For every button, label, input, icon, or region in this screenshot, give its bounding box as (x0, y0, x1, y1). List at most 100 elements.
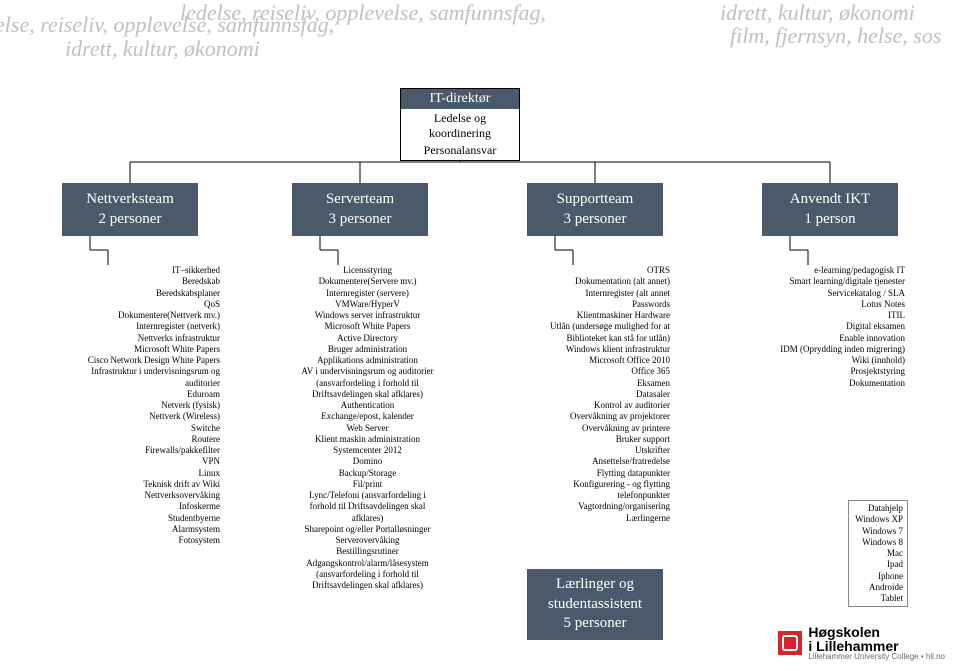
list-item: Linux (60, 468, 220, 479)
team-server-count: 3 personer (296, 209, 424, 229)
list-item: Microsoft Office 2010 (510, 355, 670, 366)
logo-sub: Lillehammer University College • hil.no (808, 653, 945, 661)
devices-list: DatahjelpWindows XPWindows 7Windows 8Mac… (848, 500, 908, 607)
list-item: VMWare/HyperV (270, 299, 465, 310)
list-item: Microsoft White Papers (60, 344, 220, 355)
list-item: Dokumentere(Nettverk mv.) (60, 310, 220, 321)
list-item: (ansvarfordeling i forhold til (270, 569, 465, 580)
list-item: Eduroam (60, 389, 220, 400)
list-item: Alarmsystem (60, 524, 220, 535)
col-server: LicensstyringDokumentere(Servere mv.)Int… (270, 265, 465, 591)
list-item: ITIL (740, 310, 905, 321)
list-item: Exchange/epost, kalender (270, 411, 465, 422)
list-item: Backup/Storage (270, 468, 465, 479)
list-item: Switche (60, 423, 220, 434)
list-item: Sharepoint og/eller Portalløsninger (270, 524, 465, 535)
list-item: Dokumentere(Servere mv.) (270, 276, 465, 287)
director-sub1: Ledelse og koordinering (401, 109, 519, 143)
list-item: Ipad (853, 559, 903, 570)
col-net: IT–sikkerhedBeredskabBeredskabsplanerQoS… (60, 265, 220, 546)
list-item: Lærlingerne (510, 513, 670, 524)
team-net: Nettverksteam 2 personer (62, 183, 198, 236)
learner-count: 5 personer (531, 614, 659, 634)
list-item: (ansvarfordeling i forhold til (270, 378, 465, 389)
list-item: Netverk (fysisk) (60, 400, 220, 411)
team-ikt-count: 1 person (766, 209, 894, 229)
list-item: Enable innovation (740, 333, 905, 344)
list-item: Mac (853, 548, 903, 559)
list-item: Klient maskin administration (270, 434, 465, 445)
list-item: Overvåkning av printere (510, 423, 670, 434)
list-item: Prosjektstyring (740, 366, 905, 377)
team-net-name: Nettverksteam (66, 189, 194, 209)
list-item: Internregister (netverk) (60, 321, 220, 332)
list-item: Web Server (270, 423, 465, 434)
team-support-count: 3 personer (531, 209, 659, 229)
list-item: Serverovervåking (270, 535, 465, 546)
list-item: auditorier (60, 378, 220, 389)
team-support-name: Supportteam (531, 189, 659, 209)
list-item: Studentbyerne (60, 513, 220, 524)
list-item: Bruger administration (270, 344, 465, 355)
list-item: Servicekatalog / SLA (740, 288, 905, 299)
list-item: Firewalls/pakkefilter (60, 445, 220, 456)
logo-icon (778, 631, 802, 655)
bg-text-5: film, fjernsyn, helse, sos (730, 23, 941, 49)
list-item: Adgangskontrol/alarm/låsesystem (270, 558, 465, 569)
list-item: Infoskerme (60, 501, 220, 512)
director-box: IT-direktør Ledelse og koordinering Pers… (400, 88, 520, 161)
learner-line1: Lærlinger og (531, 575, 659, 595)
list-item: Datahjelp (853, 503, 903, 514)
list-item: Windows XP (853, 514, 903, 525)
team-support: Supportteam 3 personer (527, 183, 663, 236)
list-item: Microsoft White Papers (270, 321, 465, 332)
list-item: Biblioteket kan stå for utlån) (510, 333, 670, 344)
list-item: Licensstyring (270, 265, 465, 276)
list-item: OTRS (510, 265, 670, 276)
col-ikt: e-learning/pedagogisk ITSmart learning/d… (740, 265, 905, 389)
list-item: Infrastruktur i undervisningsrum og (60, 366, 220, 377)
list-item: Overvåkning av projektorer (510, 411, 670, 422)
list-item: Datasaler (510, 389, 670, 400)
list-item: Windows 7 (853, 526, 903, 537)
list-item: Internregister (alt annet (510, 288, 670, 299)
list-item: Smart learning/digitale tjenester (740, 276, 905, 287)
list-item: IT–sikkerhed (60, 265, 220, 276)
list-item: Konfigurering - og flytting (510, 479, 670, 490)
list-item: Lync/Telefoni (ansvarfordeling i (270, 490, 465, 501)
list-item: Nettverksovervåking (60, 490, 220, 501)
logo-line2: i Lillehammer (808, 639, 945, 653)
list-item: Flytting datapunkter (510, 468, 670, 479)
bg-text-2: idrett, kultur, økonomi (65, 36, 260, 62)
list-item: Vagtordning/organisering (510, 501, 670, 512)
list-item: Beredskabsplaner (60, 288, 220, 299)
director-title: IT-direktør (401, 89, 519, 109)
list-item: Nettverk (Wireless) (60, 411, 220, 422)
list-item: Beredskab (60, 276, 220, 287)
list-item: Driftsavdelingen skal afklares) (270, 580, 465, 591)
list-item: Ansettelse/fratredelse (510, 456, 670, 467)
list-item: Applikations administration (270, 355, 465, 366)
list-item: Authentication (270, 400, 465, 411)
list-item: Windows klient infrastruktur (510, 344, 670, 355)
list-item: Lotus Notes (740, 299, 905, 310)
list-item: Domino (270, 456, 465, 467)
list-item: Teknisk drift av Wiki (60, 479, 220, 490)
list-item: IDM (Oprydding inden migrering) (740, 344, 905, 355)
list-item: Klientmaskiner Hardware (510, 310, 670, 321)
list-item: Nettverks infrastruktur (60, 333, 220, 344)
list-item: Eksamen (510, 378, 670, 389)
list-item: forhold til Driftsavdelingen skal (270, 501, 465, 512)
list-item: AV i undervisningsrum og auditorier (270, 366, 465, 377)
team-server: Serverteam 3 personer (292, 183, 428, 236)
learner-box: Lærlinger og studentassistent 5 personer (527, 569, 663, 640)
list-item: afklares) (270, 513, 465, 524)
list-item: Active Directory (270, 333, 465, 344)
list-item: Dokumentation (alt annet) (510, 276, 670, 287)
list-item: telefonpunkter (510, 490, 670, 501)
team-ikt: Anvendt IKT 1 person (762, 183, 898, 236)
list-item: Iphone (853, 571, 903, 582)
list-item: Bruker support (510, 434, 670, 445)
list-item: Wiki (innhold) (740, 355, 905, 366)
list-item: Office 365 (510, 366, 670, 377)
